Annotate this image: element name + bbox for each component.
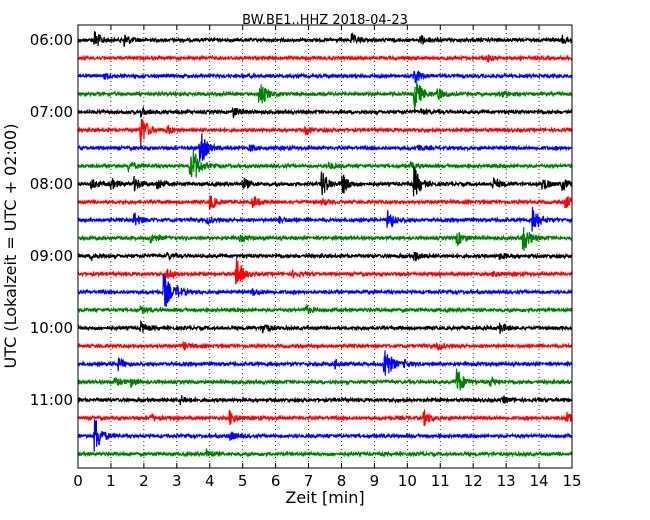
x-tick-label: 10 — [398, 472, 417, 490]
trace-0830 — [77, 206, 573, 232]
x-axis-label: Zeit [min] — [285, 488, 364, 507]
trace-1045 — [77, 368, 573, 391]
x-tick-label: 5 — [238, 472, 248, 490]
trace-0900 — [77, 251, 573, 262]
x-tick-label: 4 — [205, 472, 215, 490]
seismic-traces — [77, 31, 573, 458]
x-tick-label: 11 — [431, 472, 450, 490]
trace-0800 — [77, 166, 573, 197]
trace-0615 — [77, 54, 573, 64]
trace-0945 — [77, 303, 573, 315]
trace-1115 — [77, 409, 573, 427]
x-tick-label: 9 — [370, 472, 380, 490]
trace-0930 — [77, 274, 573, 307]
y-tick-label: 11:00 — [30, 391, 73, 409]
chart-title: BW.BE1..HHZ 2018-04-23 — [242, 13, 408, 28]
trace-1015 — [77, 340, 573, 352]
trace-0745 — [77, 149, 573, 178]
trace-1130 — [77, 419, 573, 452]
y-tick-label: 08:00 — [30, 175, 73, 193]
trace-0915 — [77, 257, 573, 285]
y-axis-ticks: 06:00 07:00 08:00 09:00 10:00 11:00 — [30, 31, 572, 409]
x-tick-label: 3 — [172, 472, 182, 490]
plot-frame — [77, 24, 573, 469]
x-tick-label: 6 — [271, 472, 281, 490]
trace-1000 — [77, 319, 573, 334]
x-tick-label: 12 — [464, 472, 483, 490]
trace-0845 — [77, 227, 573, 252]
x-tick-label: 15 — [562, 472, 581, 490]
trace-1145 — [77, 448, 573, 458]
x-tick-label: 8 — [337, 472, 347, 490]
x-tick-label: 1 — [106, 472, 116, 490]
trace-0715 — [77, 118, 573, 148]
x-tick-label: 7 — [304, 472, 314, 490]
x-tick-label: 13 — [497, 472, 516, 490]
x-tick-label: 0 — [73, 472, 83, 490]
y-tick-label: 06:00 — [30, 31, 73, 49]
trace-0600 — [77, 31, 573, 47]
trace-0700 — [77, 105, 573, 119]
y-tick-label: 09:00 — [30, 247, 73, 265]
trace-1100 — [77, 395, 573, 406]
trace-0730 — [77, 133, 573, 163]
trace-0630 — [77, 70, 573, 84]
trace-0645 — [77, 80, 573, 114]
y-axis-label: UTC (Lokalzeit = UTC + 02:00) — [1, 124, 20, 369]
trace-1030 — [77, 350, 573, 376]
x-tick-label: 2 — [139, 472, 149, 490]
x-axis-ticks: 0 1 2 3 4 5 6 7 8 9 10 11 12 13 14 15 — [73, 25, 582, 490]
x-tick-label: 14 — [530, 472, 549, 490]
y-tick-label: 10:00 — [30, 319, 73, 337]
y-tick-label: 07:00 — [30, 103, 73, 121]
trace-0815 — [77, 195, 573, 210]
